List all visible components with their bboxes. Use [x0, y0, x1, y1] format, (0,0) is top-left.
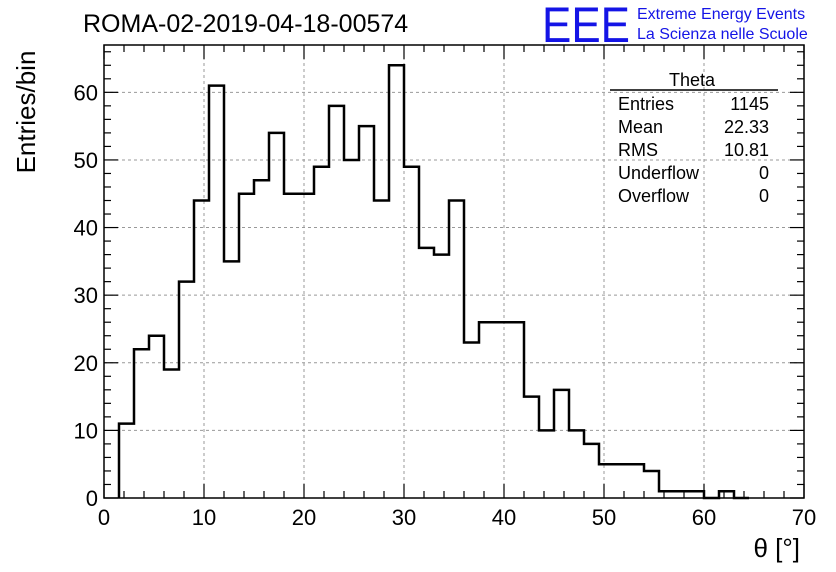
histogram-bin: [194, 201, 209, 498]
stats-value-mean: 22.33: [724, 117, 769, 137]
y-axis-title: Entries/bin: [11, 51, 41, 174]
grid: [104, 45, 804, 498]
stats-value-overflow: 0: [759, 186, 769, 206]
logo-mark: EEE: [542, 0, 630, 53]
stats-value-underflow: 0: [759, 163, 769, 183]
y-tick-label: 0: [86, 486, 98, 511]
histogram-bin: [269, 133, 284, 498]
histogram-bin: [299, 194, 314, 498]
x-tick-label: 0: [98, 505, 110, 530]
stats-title: Theta: [669, 70, 716, 90]
x-tick-label: 30: [392, 505, 416, 530]
stats-label-overflow: Overflow: [618, 186, 690, 206]
histogram-bin: [449, 201, 464, 498]
histogram-bin: [359, 126, 374, 498]
histogram-bin: [224, 261, 239, 498]
histogram-bin: [479, 322, 494, 498]
histogram-bin: [509, 322, 524, 498]
stats-label-entries: Entries: [618, 94, 674, 114]
logo-line-2: La Scienza nelle Scuole: [637, 26, 808, 43]
histogram-bin: [524, 397, 539, 498]
histogram-bin: [374, 201, 389, 498]
x-tick-label: 20: [292, 505, 316, 530]
x-tick-label: 10: [192, 505, 216, 530]
stats-value-entries: 1145: [730, 94, 769, 114]
y-tick-label: 60: [74, 80, 98, 105]
histogram-bin: [149, 336, 164, 498]
x-tick-label: 60: [692, 505, 716, 530]
histogram-bin: [539, 430, 554, 498]
y-tick-label: 10: [74, 418, 98, 443]
histogram-bin: [419, 248, 434, 498]
plot-frame: [103, 44, 805, 499]
histogram-bin: [464, 342, 479, 498]
histogram-bin: [569, 430, 584, 498]
histogram-bin: [284, 194, 299, 498]
x-axis-title: θ [°]: [753, 533, 800, 563]
y-tick-label: 30: [74, 283, 98, 308]
histogram-bin: [494, 322, 509, 498]
axis-ticks: [103, 45, 805, 499]
histogram-outline: [117, 64, 749, 500]
x-tick-label: 40: [492, 505, 516, 530]
stats-label-underflow: Underflow: [618, 163, 700, 183]
histogram-bin: [629, 464, 644, 498]
histogram-bin: [389, 65, 404, 498]
histogram-bin: [584, 444, 599, 498]
histogram-bin: [329, 106, 344, 498]
stats-box: Theta Entries 1145 Mean 22.33 RMS 10.81 …: [610, 70, 778, 206]
stats-label-rms: RMS: [618, 140, 658, 160]
logo-line-1: Extreme Energy Events: [637, 6, 805, 23]
histogram-bin: [644, 471, 659, 498]
x-tick-label: 50: [592, 505, 616, 530]
eee-logo: EEE Extreme Energy Events La Scienza nel…: [542, 0, 808, 53]
histogram-bin: [314, 167, 329, 498]
run-title: ROMA-02-2019-04-18-00574: [83, 10, 408, 38]
histogram-bin: [434, 255, 449, 498]
histogram-bin: [179, 282, 194, 498]
y-tick-label: 20: [74, 351, 98, 376]
histogram-bin: [614, 464, 629, 498]
stats-label-mean: Mean: [618, 117, 663, 137]
x-tick-label: 70: [792, 505, 816, 530]
histogram-bin: [164, 370, 179, 498]
stats-value-rms: 10.81: [724, 140, 769, 160]
y-tick-label: 40: [74, 216, 98, 241]
histogram-bin: [239, 194, 254, 498]
tick-labels: 0 10 20 30 40 50 60 70 0 10 20 30 40 50 60: [74, 80, 817, 530]
histogram-bin: [134, 349, 149, 498]
y-tick-label: 50: [74, 148, 98, 173]
histogram-bin: [554, 390, 569, 498]
histogram-bin: [119, 424, 134, 498]
histogram-bin: [404, 167, 419, 498]
histogram-bin: [344, 160, 359, 498]
histogram-bin: [209, 86, 224, 498]
histogram-bin: [599, 464, 614, 498]
